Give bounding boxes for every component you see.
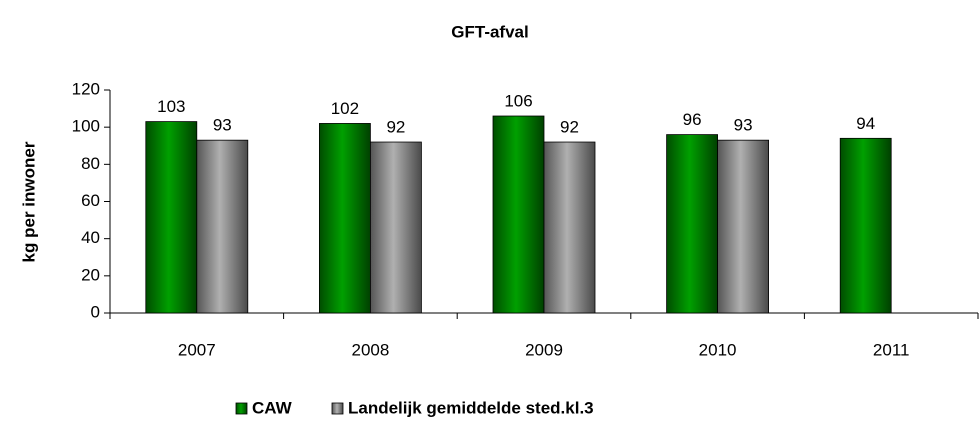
data-label: 93: [734, 116, 753, 135]
legend-swatch: [235, 402, 248, 415]
y-tick-label: 20: [81, 265, 100, 284]
data-label: 102: [331, 99, 359, 118]
x-tick-label: 2007: [178, 340, 216, 359]
bar: [196, 139, 249, 314]
data-label: 94: [856, 114, 875, 133]
x-tick-label: 2010: [699, 340, 737, 359]
y-tick-label: 120: [72, 79, 100, 98]
y-tick-label: 80: [81, 154, 100, 173]
bar: [318, 123, 371, 314]
x-tick-label: 2008: [351, 340, 389, 359]
data-label: 96: [683, 110, 702, 129]
y-tick-label: 60: [81, 191, 100, 210]
y-axis-label: kg per inwoner: [19, 141, 38, 262]
data-label: 92: [386, 118, 405, 137]
bar: [492, 115, 545, 314]
data-label: 103: [157, 97, 185, 116]
legend-label: Landelijk gemiddelde sted.kl.3: [348, 398, 594, 417]
bar: [145, 121, 198, 314]
bar: [839, 137, 892, 314]
data-label: 93: [213, 116, 232, 135]
bar: [717, 139, 769, 314]
y-tick-label: 0: [91, 302, 100, 321]
bar: [666, 134, 718, 314]
y-tick-label: 40: [81, 228, 100, 247]
x-tick-label: 2011: [873, 340, 910, 359]
bar: [369, 141, 422, 314]
data-label: 106: [504, 92, 532, 111]
x-tick-label: 2009: [525, 340, 563, 359]
chart-title: GFT-afval: [451, 22, 528, 41]
y-tick-label: 100: [72, 117, 100, 136]
legend-label: CAW: [252, 398, 293, 417]
data-label: 92: [560, 118, 579, 137]
legend-swatch: [331, 402, 344, 415]
bar: [543, 141, 596, 314]
